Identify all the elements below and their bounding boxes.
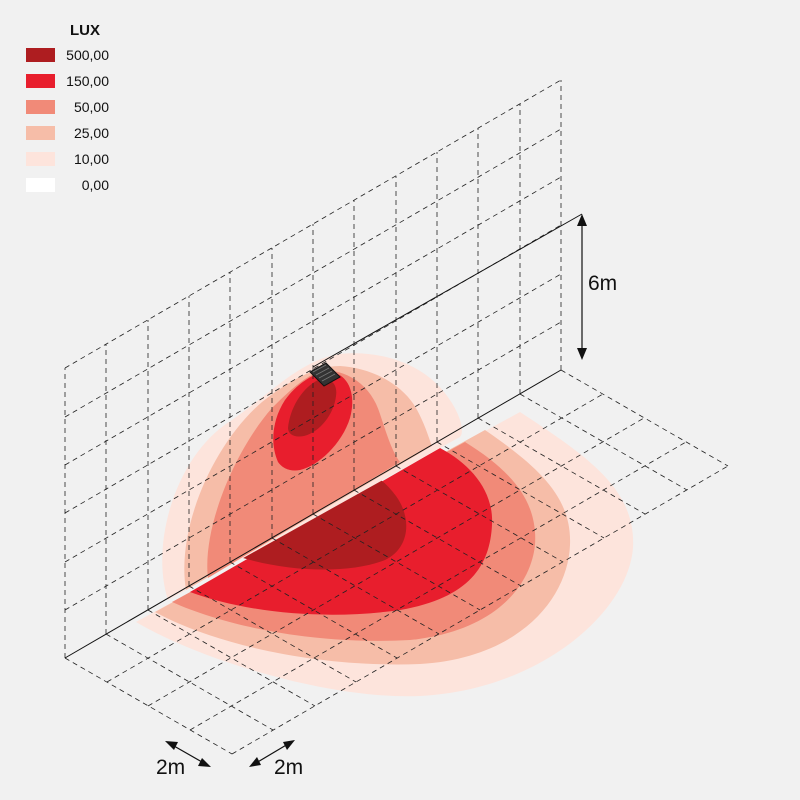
- luminaire-fixture: [309, 362, 341, 387]
- legend-label: 150,00: [66, 73, 109, 89]
- legend-item: 10,00: [26, 146, 126, 172]
- legend-title: LUX: [70, 22, 100, 39]
- wall-top-edge: [312, 213, 583, 368]
- legend-label: 10,00: [73, 151, 109, 167]
- legend-label: 0,00: [81, 177, 109, 193]
- wall-edges: [64, 213, 583, 659]
- grid-width-dimension: [249, 740, 295, 767]
- legend-swatch: [26, 152, 55, 166]
- legend-item: 500,00: [26, 42, 126, 68]
- grid-depth-label: 2m: [156, 756, 185, 779]
- legend-item: 150,00: [26, 68, 126, 94]
- floor-grid: [64, 369, 729, 755]
- legend-swatch: [26, 126, 55, 140]
- grid-width-label: 2m: [274, 756, 303, 779]
- legend-swatch: [26, 100, 55, 114]
- legend-item: 50,00: [26, 94, 126, 120]
- wall-zone-500: [288, 378, 337, 437]
- legend-item: 25,00: [26, 120, 126, 146]
- legend-label: 25,00: [73, 125, 109, 141]
- grid-depth-dimension: [165, 741, 211, 767]
- height-dimension: [577, 214, 587, 360]
- legend-swatch: [26, 48, 55, 62]
- legend-item: 0,00: [26, 172, 126, 198]
- lux-legend: LUX 500,00 150,00 50,00 25,00 10,00 0,00: [26, 20, 126, 198]
- wall-floor-edge: [64, 369, 562, 659]
- legend-label: 50,00: [73, 99, 109, 115]
- legend-swatch: [26, 178, 55, 192]
- legend-swatch: [26, 74, 55, 88]
- height-dimension-label: 6m: [588, 272, 617, 295]
- floor-zone-500: [243, 478, 407, 570]
- wall-zone-50: [207, 370, 400, 578]
- legend-label: 500,00: [66, 47, 109, 63]
